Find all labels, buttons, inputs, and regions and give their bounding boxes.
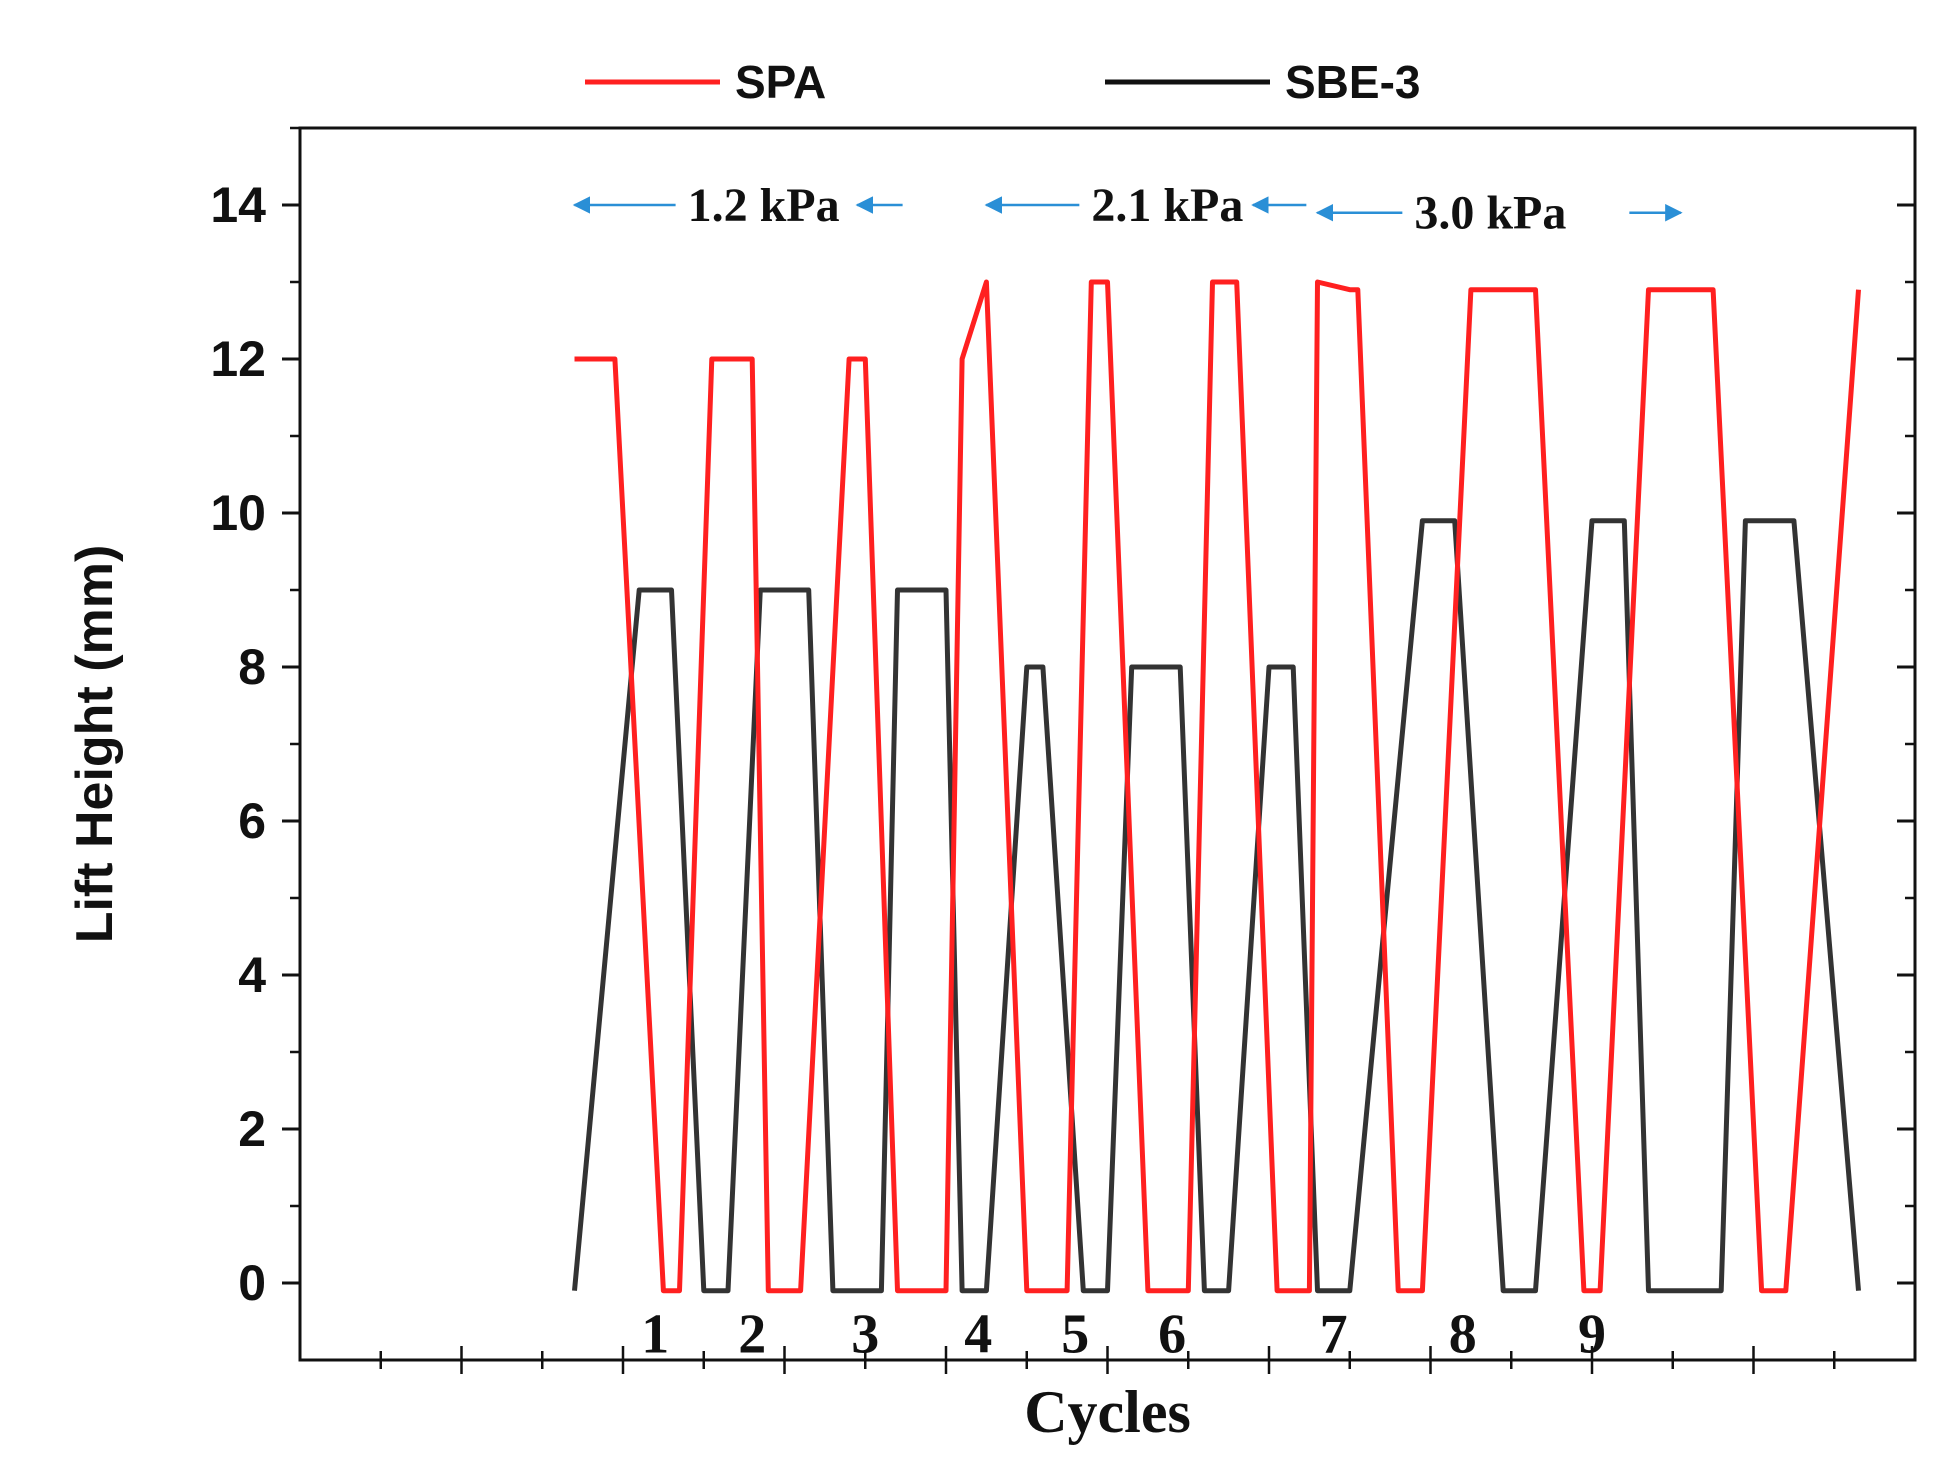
y-tick-label: 6 xyxy=(238,793,266,849)
cycle-label-7: 7 xyxy=(1320,1303,1348,1365)
cycle-label-8: 8 xyxy=(1449,1303,1477,1365)
cycle-label-9: 9 xyxy=(1578,1303,1606,1365)
y-tick-label: 8 xyxy=(238,639,266,695)
series-line-sbe-3 xyxy=(572,518,1861,1294)
cycle-label-1: 1 xyxy=(641,1303,669,1365)
pressure-label-3-0-kpa: 3.0 kPa xyxy=(1414,187,1566,240)
series-layer xyxy=(572,279,1861,1294)
y-tick-label: 12 xyxy=(210,331,266,387)
x-axis-label: Cycles xyxy=(1024,1379,1191,1445)
legend-label-sbe-3: SBE-3 xyxy=(1285,56,1420,108)
x-axis xyxy=(379,1346,1836,1374)
cycle-label-3: 3 xyxy=(851,1303,879,1365)
series-line-spa xyxy=(574,279,1861,1294)
legend: SPA SBE-3 xyxy=(585,56,1420,108)
y-axis: 0 2 4 6 8 10 12 14 xyxy=(210,126,1915,1311)
legend-label-spa: SPA xyxy=(735,56,826,108)
cycle-label-5: 5 xyxy=(1061,1303,1089,1365)
pressure-label-1-2-kpa: 1.2 kPa xyxy=(688,179,840,232)
y-tick-label: 2 xyxy=(238,1101,266,1157)
pressure-label-2-1-kpa: 2.1 kPa xyxy=(1091,179,1243,232)
y-tick-label: 10 xyxy=(210,485,266,541)
y-tick-label: 0 xyxy=(238,1255,266,1311)
y-axis-label: Lift Height (mm) xyxy=(66,545,124,944)
cycle-label-6: 6 xyxy=(1158,1303,1186,1365)
pressure-annotations: 1.2 kPa 2.1 kPa 3.0 kPa xyxy=(572,179,1683,240)
cycle-label-4: 4 xyxy=(964,1303,992,1365)
cycle-labels: 1 2 3 4 5 6 7 8 9 xyxy=(641,1303,1606,1365)
y-tick-label: 14 xyxy=(210,177,266,233)
cycle-label-2: 2 xyxy=(738,1303,766,1365)
y-tick-label: 4 xyxy=(238,947,266,1003)
